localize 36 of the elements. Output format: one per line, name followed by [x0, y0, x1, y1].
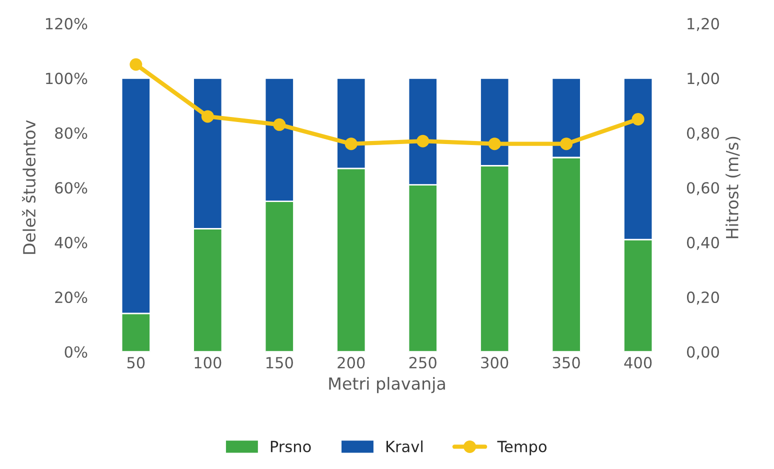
x-tick-label: 400	[624, 356, 652, 368]
y-tick-label: 40%	[54, 236, 88, 248]
point	[344, 138, 358, 150]
x-tick-label: 300	[481, 356, 508, 368]
legend-label: Tempo	[497, 440, 546, 456]
y2-tick-label: 1,00	[688, 72, 719, 86]
y-tick-label: 20%	[55, 292, 88, 304]
x-tick-label: 50	[127, 356, 145, 368]
point	[632, 112, 644, 126]
x-tick-label: 200	[338, 356, 365, 368]
x-tick-label: 250	[409, 356, 436, 368]
x-axis-title: Metri plavanja	[329, 376, 445, 394]
point	[560, 138, 573, 150]
y-tick-label: 80%	[55, 127, 88, 139]
y2-axis-title: Hitrost (m/s)	[726, 136, 740, 238]
y2-tick-label: 0,60	[686, 182, 719, 196]
y-tick-label: 120%	[46, 18, 88, 30]
point	[416, 134, 430, 148]
y-tick-label: 100%	[46, 72, 88, 84]
y-tick-label: 0%	[64, 346, 88, 358]
x-tick-label: 350	[552, 356, 580, 368]
legend-label: Kravl	[386, 440, 423, 452]
point	[273, 118, 286, 131]
point	[130, 58, 142, 71]
y2-tick-label: 1,20	[688, 18, 719, 32]
legend-label: Prsno	[270, 440, 311, 452]
y-axis-title: Delež študentov	[22, 120, 36, 254]
y2-tick-label: 0,40	[686, 236, 719, 250]
y2-tick-label: 0,80	[686, 127, 719, 140]
y-tick-label: 60%	[55, 182, 88, 194]
point	[488, 138, 501, 150]
point	[201, 110, 214, 123]
x-tick-label: 100	[194, 356, 222, 368]
x-tick-label: 150	[266, 356, 293, 368]
y2-tick-label: 0,20	[686, 292, 719, 305]
y2-tick-label: 0,00	[686, 346, 719, 360]
